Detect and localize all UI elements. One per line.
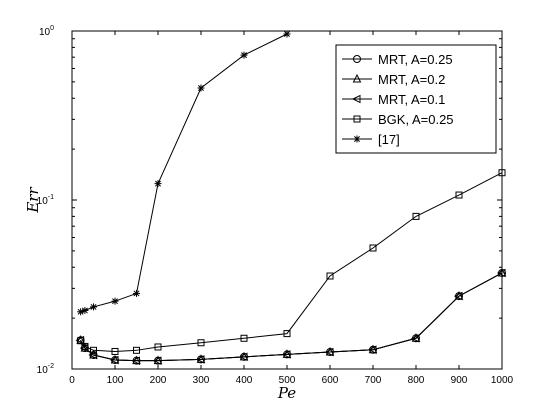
data-point [195,355,205,364]
data-point [111,297,119,305]
data-point [89,349,98,359]
data-point [410,333,420,343]
series-line [80,172,503,352]
data-point [283,330,291,338]
x-tick-label: 800 [408,375,425,386]
data-point [497,267,507,277]
legend-entry: MRT, A=0.25 [342,52,453,67]
legend-marker [351,94,361,104]
data-point [152,356,162,365]
data-point [367,345,377,355]
data-point [154,343,162,351]
series-layer [75,30,507,365]
data-point [369,244,377,252]
legend-entry: [17] [342,132,400,147]
data-point [324,347,334,357]
data-point [498,169,506,177]
series-3 [75,268,506,365]
data-point [90,346,97,354]
legend-label: MRT, A=0.25 [378,52,453,67]
legend-marker [352,73,362,83]
legend-label: [17] [378,132,400,147]
y-axis-label: Err [24,187,42,214]
series-5 [77,30,291,316]
legend-label: BGK, A=0.25 [378,112,454,127]
data-point [240,334,248,342]
x-tick-label: 0 [69,375,75,386]
data-point [238,352,248,362]
x-tick-label: 200 [150,375,167,386]
x-tick-label: 600 [322,375,339,386]
data-point [412,212,420,220]
series-line [80,272,503,362]
y-tick-label: 100 [39,25,54,38]
x-tick-label: 400 [236,375,253,386]
data-point [496,268,506,278]
legend: MRT, A=0.25 MRT, A=0.2 MRT, A=0.1 BGK, A=0.… [335,44,497,154]
x-axis-label: Pe [277,384,296,402]
legend-entry: BGK, A=0.25 [342,112,454,127]
legend-label: MRT, A=0.2 [378,72,445,87]
data-point [283,30,291,38]
data-point [281,350,291,359]
y-tick-base: 10 [37,365,49,376]
data-point [197,84,205,92]
y-tick-exponent: -2 [48,363,54,370]
data-point [154,180,162,188]
y-tick-label: 10-1 [37,194,54,207]
series-4 [77,169,506,355]
x-tick-label: 300 [193,375,210,386]
data-point [109,355,119,365]
data-point [133,289,140,297]
data-point [77,337,85,345]
x-tick-label: 700 [365,375,382,386]
legend-entry: MRT, A=0.2 [342,72,445,87]
x-tick-label: 500 [279,375,296,386]
legend-entry: MRT, A=0.1 [342,92,445,107]
x-tick-label: 1000 [491,375,514,386]
legend-marker [353,115,361,123]
y-tick-base: 10 [39,27,51,38]
data-point [453,291,463,301]
data-point [411,333,421,342]
data-point [111,347,119,355]
data-point [133,346,140,354]
data-point [326,272,334,280]
data-point [131,356,140,365]
x-tick-label: 100 [107,375,124,386]
data-point [455,191,463,199]
data-point [81,342,89,350]
data-point [240,51,248,59]
legend-marker [353,135,361,143]
data-point [197,339,205,347]
y-tick-base: 10 [37,196,49,207]
x-tick-label: 900 [451,375,468,386]
data-point [90,303,97,311]
legend-marker [353,55,361,63]
y-tick-exponent: 0 [50,25,54,32]
data-point [81,306,89,314]
y-tick-label: 10-2 [37,363,54,376]
legend-label: MRT, A=0.1 [378,92,445,107]
x-axis-ticks: 0 100 200 300 400 500 600 700 800 900 1000 [69,31,514,386]
y-tick-exponent: -1 [48,194,54,201]
